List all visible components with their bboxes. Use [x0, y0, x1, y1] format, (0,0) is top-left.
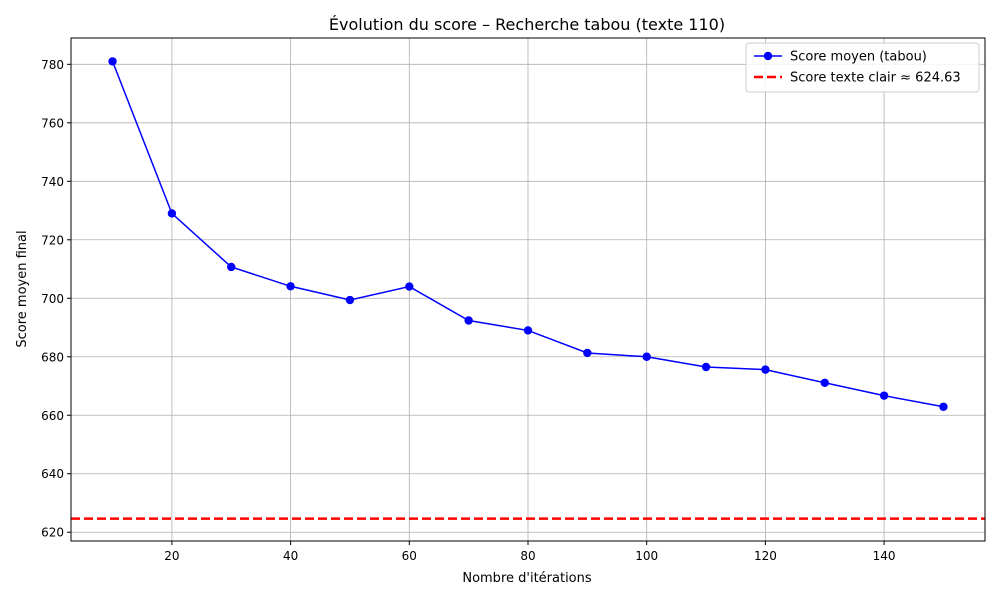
legend-label-series-0: Score moyen (tabou)	[790, 50, 927, 65]
data-point	[464, 316, 473, 325]
data-point	[583, 348, 592, 358]
chart-title: Évolution du score – Recherche tabou (te…	[329, 15, 725, 34]
data-point	[227, 262, 236, 272]
y-axis-ticks: 620 640 660 680 700 720 740 760 780	[41, 58, 71, 540]
legend-frame	[745, 42, 980, 93]
legend-label-reference-0: Score texte clair ≈ 624.63	[790, 71, 961, 86]
data-point	[523, 326, 533, 335]
y-tick-label: 680	[41, 350, 64, 364]
x-axis-label: Nombre d'itérations	[462, 571, 592, 586]
data-point	[761, 365, 770, 374]
x-tick-label: 120	[754, 549, 777, 563]
grid	[71, 38, 985, 541]
y-tick-label: 660	[41, 409, 64, 423]
x-tick-label: 80	[520, 549, 535, 563]
data-point	[286, 282, 295, 291]
data-point	[405, 282, 414, 291]
y-axis-label: Score moyen final	[15, 230, 30, 347]
series-layer	[108, 57, 948, 411]
y-tick-label: 780	[41, 58, 64, 72]
x-tick-label: 60	[402, 549, 417, 563]
data-point	[939, 402, 948, 411]
x-axis-ticks: 20 40 60 80 100 120 140	[164, 541, 896, 563]
legend-marker-series-0	[763, 51, 773, 61]
data-point	[108, 57, 117, 66]
legend: Score moyen (tabou) Score texte clair ≈ …	[745, 42, 980, 93]
y-tick-label: 720	[41, 233, 64, 247]
x-tick-label: 140	[873, 549, 896, 563]
y-tick-label: 760	[41, 116, 64, 130]
x-tick-label: 100	[635, 549, 658, 563]
data-point	[879, 391, 889, 400]
data-point	[820, 378, 829, 387]
data-point	[701, 362, 711, 372]
data-point	[642, 352, 651, 361]
y-tick-label: 740	[41, 175, 64, 189]
y-tick-label: 640	[41, 467, 64, 481]
y-tick-label: 620	[41, 526, 64, 540]
x-tick-label: 40	[283, 549, 298, 563]
y-tick-label: 700	[41, 292, 64, 306]
data-point	[345, 295, 355, 305]
x-tick-label: 20	[164, 549, 179, 563]
data-point	[167, 209, 177, 218]
